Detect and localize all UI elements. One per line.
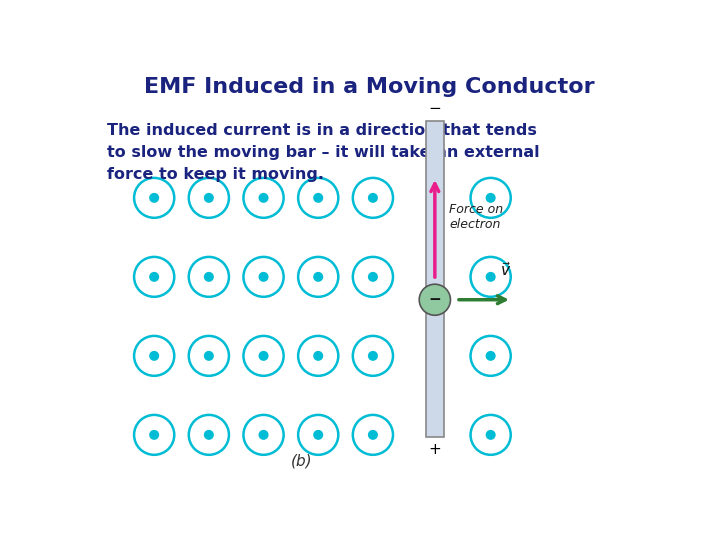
Ellipse shape — [485, 430, 495, 440]
Ellipse shape — [368, 351, 378, 361]
Ellipse shape — [313, 430, 323, 440]
Text: (b): (b) — [291, 453, 313, 468]
Ellipse shape — [204, 430, 214, 440]
Ellipse shape — [204, 272, 214, 282]
Text: $\vec{v}$: $\vec{v}$ — [500, 261, 511, 279]
Ellipse shape — [368, 430, 378, 440]
Ellipse shape — [485, 351, 495, 361]
Ellipse shape — [419, 284, 451, 315]
Ellipse shape — [368, 193, 378, 203]
Ellipse shape — [149, 430, 159, 440]
Bar — [426, 121, 444, 437]
Ellipse shape — [258, 351, 269, 361]
Ellipse shape — [204, 351, 214, 361]
Ellipse shape — [149, 351, 159, 361]
Ellipse shape — [258, 272, 269, 282]
Text: −: − — [428, 292, 441, 307]
Ellipse shape — [368, 272, 378, 282]
Ellipse shape — [204, 193, 214, 203]
Ellipse shape — [313, 193, 323, 203]
Text: EMF Induced in a Moving Conductor: EMF Induced in a Moving Conductor — [144, 77, 594, 97]
Ellipse shape — [149, 193, 159, 203]
Ellipse shape — [485, 272, 495, 282]
Text: +: + — [428, 442, 441, 457]
Ellipse shape — [313, 351, 323, 361]
Text: Force on
electron: Force on electron — [449, 203, 503, 231]
Ellipse shape — [313, 272, 323, 282]
Ellipse shape — [258, 193, 269, 203]
Ellipse shape — [485, 193, 495, 203]
Text: The induced current is in a direction that tends
to slow the moving bar – it wil: The induced current is in a direction th… — [107, 123, 539, 183]
Text: −: − — [428, 101, 441, 116]
Ellipse shape — [258, 430, 269, 440]
Ellipse shape — [149, 272, 159, 282]
